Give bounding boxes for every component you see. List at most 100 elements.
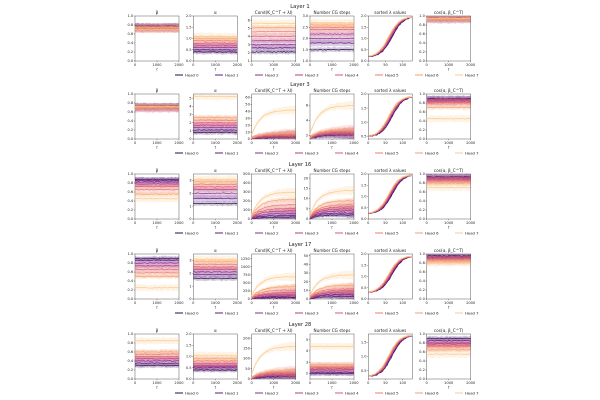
- y-tick-label: 0.4: [419, 359, 425, 363]
- x-tick-label: 1000: [327, 301, 337, 305]
- y-tick-label: 2.5: [302, 25, 308, 29]
- x-tick-label: 2000: [174, 221, 184, 225]
- panel-title: α: [214, 248, 217, 253]
- series-line-head-3: [426, 343, 471, 345]
- y-tick-label: 1.0: [361, 355, 367, 359]
- y-tick-label: 2: [306, 372, 308, 376]
- series-line-head-0: [310, 134, 354, 139]
- series-band-head-5: [426, 175, 471, 187]
- x-tick-label: 1000: [152, 141, 162, 145]
- x-tick-label: 50: [383, 141, 388, 145]
- series-line-head-4: [426, 344, 471, 347]
- series-band-head-5: [310, 124, 354, 139]
- series-band-head-7: [426, 16, 471, 23]
- x-tick-label: 1000: [444, 63, 454, 67]
- series-line-head-1: [135, 259, 179, 262]
- series-line-head-6: [251, 370, 296, 379]
- panel-1-5: cos(α, β_C^T) 0.0 0.2 0.4 0.6 0.8 1.0 0 1000 2000…: [419, 88, 476, 150]
- series-line-head-5: [135, 353, 179, 356]
- series-line-head-6: [310, 200, 354, 217]
- series-band-head-4: [310, 126, 354, 139]
- series-line-head-6: [135, 351, 179, 353]
- legend-label: Head 5: [385, 230, 399, 235]
- y-tick-label: 1000: [241, 265, 251, 269]
- x-axis-label: t: [215, 305, 217, 310]
- x-axis-label: t: [448, 67, 450, 72]
- y-tick-label: 1.0: [127, 332, 133, 336]
- series-line-head-2: [310, 37, 354, 40]
- y-tick-label: 5: [248, 26, 250, 30]
- series-line-head-6: [426, 106, 471, 109]
- legend-label: Head 1: [225, 230, 239, 235]
- x-tick-label: 0: [426, 63, 429, 67]
- y-tick-label: 2.0: [186, 14, 192, 18]
- y-tick-label: 0.0: [419, 377, 425, 381]
- panel-2-2: Cond(K_C^T + λI) 0 100 200 300 400 500 0 1000 200…: [243, 168, 301, 230]
- x-tick-label: 0: [134, 381, 137, 385]
- data-layer: [310, 18, 354, 53]
- series-band-head-1: [135, 256, 179, 265]
- data-layer: [135, 102, 179, 114]
- y-tick-label: 0: [306, 297, 309, 301]
- series-band-head-0: [426, 335, 471, 342]
- series-line-head-6: [193, 357, 238, 360]
- x-axis-label: t: [331, 385, 333, 390]
- x-tick-label: 2000: [291, 301, 301, 305]
- y-tick-label: 1.0: [186, 355, 192, 359]
- y-tick-label: 0: [248, 297, 251, 301]
- series-band-head-7: [310, 185, 354, 217]
- x-axis-label: t: [273, 67, 275, 72]
- series-line-head-1: [426, 98, 471, 101]
- series-band-head-7: [251, 187, 296, 217]
- y-tick-label: 0.5: [361, 48, 367, 52]
- series-band-head-6: [310, 281, 354, 299]
- y-tick-label: 0.6: [419, 350, 425, 354]
- series-line-head-1: [251, 296, 296, 299]
- y-tick-label: 0: [306, 217, 309, 221]
- y-tick-label: 60: [245, 96, 250, 100]
- legend-label: Head 7: [465, 230, 479, 235]
- panel-title: cos(α, β_C^T): [434, 168, 464, 173]
- x-tick-label: 2000: [174, 63, 184, 67]
- series-line-head-1: [310, 293, 354, 299]
- series-line-head-5: [310, 204, 354, 217]
- x-tick-label: 100: [399, 301, 407, 305]
- series-line-head-7: [426, 17, 471, 20]
- y-tick-label: 1.5: [361, 25, 367, 29]
- series-line-head-0: [193, 51, 238, 53]
- y-tick-label: 40: [304, 263, 309, 267]
- series-line-head-7: [135, 286, 179, 289]
- legend: Head 0 Head 1 Head 2 Head 3 Head 4 Head 5 Head…: [175, 150, 479, 155]
- series-band-head-4: [310, 201, 354, 219]
- series-line-head-5: [310, 130, 354, 138]
- series-line-head-5: [193, 360, 238, 362]
- data-layer: [193, 351, 238, 373]
- y-tick-label: 0.0: [361, 59, 367, 63]
- x-tick-label: 50: [383, 301, 388, 305]
- series-line-head-3: [310, 208, 354, 218]
- y-tick-label: 2.0: [361, 252, 367, 256]
- x-axis-label: t: [215, 225, 217, 230]
- x-tick-label: 1000: [152, 221, 162, 225]
- y-tick-label: 0.6: [419, 190, 425, 194]
- y-tick-label: 0.5: [361, 286, 367, 290]
- series-line-head-6: [310, 284, 354, 298]
- y-tick-label: 0.4: [127, 199, 133, 203]
- y-tick-label: 2: [306, 133, 308, 137]
- series-line-head-5: [426, 259, 471, 262]
- legend-label: Head 4: [345, 390, 359, 395]
- legend-label: Head 5: [385, 390, 399, 395]
- plot-area: [426, 15, 471, 62]
- data-layer: [135, 255, 179, 292]
- y-tick-label: 0.5: [361, 369, 367, 373]
- series-line-head-3: [193, 188, 238, 191]
- layer-title: Layer 1: [290, 4, 309, 10]
- series-line-head-7: [368, 335, 413, 377]
- series-line-head-5: [310, 288, 354, 298]
- panel-title: sorted λ values: [374, 248, 406, 253]
- series-line-head-2: [251, 43, 296, 46]
- series-line-head-2: [193, 126, 238, 129]
- y-tick-label: 6: [248, 18, 251, 22]
